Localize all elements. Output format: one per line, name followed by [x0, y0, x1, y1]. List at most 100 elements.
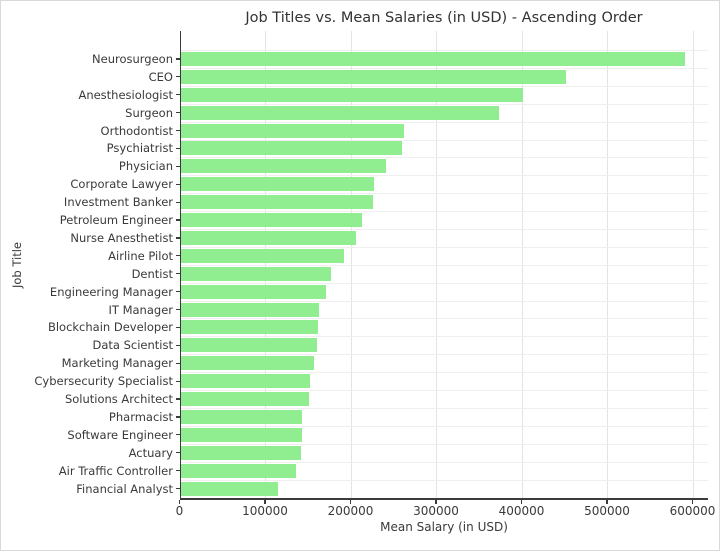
h-gridline: [180, 229, 708, 230]
y-tick-label: Marketing Manager: [61, 356, 173, 371]
y-tick-label: Dentist: [131, 266, 173, 281]
h-gridline: [180, 157, 708, 159]
y-tick-label: Anesthesiologist: [78, 87, 173, 102]
bar-software-engineer: [181, 427, 302, 442]
y-tick-label: Surgeon: [125, 105, 173, 120]
y-tick-mark: [175, 165, 180, 167]
bar-cybersecurity-specialist: [181, 374, 311, 389]
y-tick-mark: [175, 434, 180, 436]
h-gridline: [180, 50, 708, 52]
y-tick-label: Corporate Lawyer: [70, 177, 173, 192]
h-gridline: [180, 139, 708, 141]
y-tick-label: Cybersecurity Specialist: [34, 374, 173, 389]
h-gridline: [180, 336, 708, 338]
y-tick-label: Nurse Anesthetist: [70, 230, 173, 245]
y-tick-mark: [175, 273, 180, 275]
x-tick-mark: [178, 499, 181, 504]
bar-data-scientist: [181, 338, 317, 353]
h-gridline: [180, 354, 708, 356]
h-gridline: [180, 300, 708, 302]
y-tick-mark: [175, 380, 180, 382]
bar-financial-analyst: [181, 481, 279, 496]
y-tick-mark: [175, 201, 180, 203]
bar-petroleum-engineer: [181, 213, 363, 228]
bar-engineering-manager: [181, 284, 327, 299]
bar-investment-banker: [181, 195, 374, 210]
chart-title: Job Titles vs. Mean Salaries (in USD) - …: [245, 10, 643, 26]
x-tick-mark: [349, 499, 352, 504]
x-axis-title: Mean Salary (in USD): [380, 520, 508, 534]
y-tick-label: Petroleum Engineer: [59, 213, 173, 228]
y-tick-label: Blockchain Developer: [47, 320, 173, 335]
h-gridline: [180, 407, 708, 409]
y-tick-mark: [175, 237, 180, 239]
x-tick-label: 200000: [327, 504, 374, 518]
y-tick-label: Physician: [118, 159, 173, 174]
h-gridline: [180, 390, 708, 392]
bar-orthodontist: [181, 123, 405, 138]
h-gridline: [180, 318, 708, 320]
y-tick-mark: [175, 94, 180, 96]
x-tick-mark: [606, 499, 608, 504]
v-gridline: [692, 31, 694, 498]
y-tick-mark: [175, 470, 180, 472]
y-tick-mark: [175, 76, 180, 78]
x-tick-mark: [691, 499, 694, 504]
y-tick-label: Software Engineer: [67, 427, 173, 442]
h-gridline: [180, 67, 708, 69]
y-tick-mark: [175, 112, 180, 114]
v-gridline: [350, 31, 352, 498]
y-tick-mark: [175, 416, 180, 418]
bar-physician: [181, 159, 387, 174]
h-gridline: [180, 372, 708, 374]
bar-airline-pilot: [181, 248, 345, 263]
y-tick-mark: [175, 308, 180, 311]
x-tick-label: 400000: [498, 504, 545, 518]
y-tick-mark: [175, 291, 180, 293]
y-tick-label: Neurosurgeon: [92, 52, 173, 66]
bar-nurse-anesthetist: [181, 230, 357, 245]
bar-surgeon: [181, 105, 500, 120]
y-tick-mark: [175, 129, 180, 132]
y-tick-label: Engineering Manager: [49, 284, 173, 299]
x-axis-spine: [179, 498, 708, 500]
h-gridline: [180, 103, 708, 105]
h-gridline: [180, 264, 708, 266]
y-tick-label: Airline Pilot: [108, 248, 173, 263]
bar-pharmacist: [181, 409, 303, 424]
y-tick-label: Financial Analyst: [76, 481, 173, 496]
bar-solutions-architect: [181, 392, 310, 407]
h-gridline: [180, 246, 708, 248]
x-tick-label: 500000: [584, 504, 630, 518]
x-tick-mark: [520, 499, 523, 504]
y-tick-mark: [175, 362, 180, 364]
y-tick-mark: [175, 452, 180, 454]
h-gridline: [180, 175, 708, 177]
v-gridline: [265, 31, 266, 498]
y-tick-label: Pharmacist: [108, 409, 173, 424]
bar-psychiatrist: [181, 141, 403, 156]
y-tick-mark: [175, 183, 180, 185]
y-tick-label: Data Scientist: [92, 338, 174, 353]
h-gridline: [180, 479, 708, 481]
y-tick-mark: [175, 398, 180, 400]
y-tick-mark: [175, 219, 180, 221]
bar-corporate-lawyer: [181, 177, 375, 192]
bar-marketing-manager: [181, 356, 315, 371]
h-gridline: [180, 443, 708, 445]
x-tick-mark: [435, 499, 437, 504]
h-gridline: [180, 461, 708, 463]
bar-neurosurgeon: [181, 52, 686, 66]
bar-anesthesiologist: [181, 87, 523, 102]
y-tick-label: Solutions Architect: [64, 392, 173, 407]
x-tick-mark: [264, 499, 266, 504]
bar-ceo: [181, 69, 566, 84]
bar-dentist: [181, 266, 331, 281]
y-tick-mark: [175, 487, 180, 490]
v-gridline: [436, 31, 437, 498]
h-gridline: [180, 193, 708, 195]
x-tick-label: 0: [175, 504, 184, 518]
v-gridline: [607, 31, 608, 498]
y-tick-mark: [175, 255, 180, 257]
